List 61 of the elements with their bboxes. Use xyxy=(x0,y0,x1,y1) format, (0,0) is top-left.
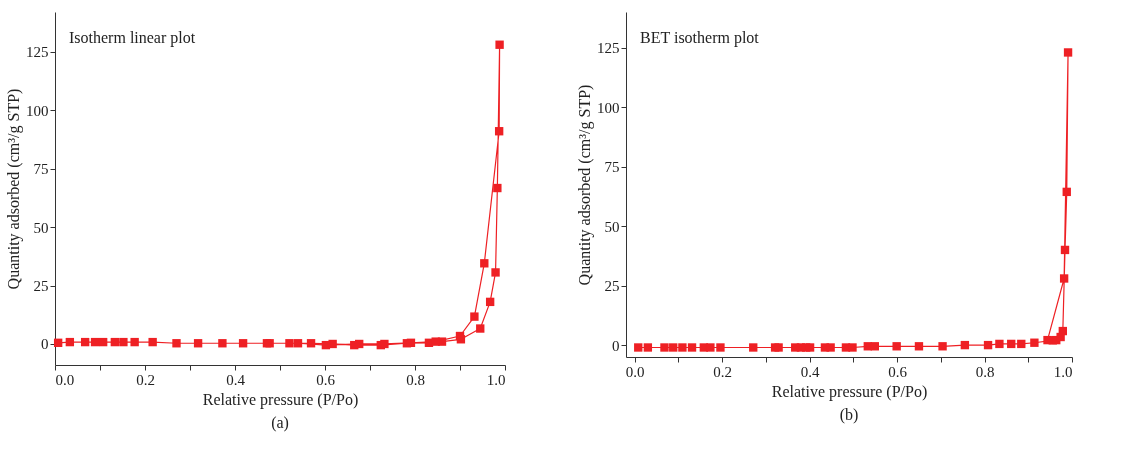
point xyxy=(1007,339,1016,349)
point xyxy=(1043,335,1052,345)
point xyxy=(1062,187,1071,197)
text: (b) xyxy=(839,406,859,424)
point xyxy=(669,343,678,352)
x-axis-title: Relative pressure (P/Po) xyxy=(202,390,359,409)
annotation: BET isotherm plot xyxy=(640,29,760,47)
point xyxy=(1059,274,1069,283)
y-tick-label: 0 xyxy=(612,337,620,354)
point xyxy=(960,340,970,350)
x-tick-label: 0.2 xyxy=(713,363,733,380)
point xyxy=(1060,245,1070,255)
point xyxy=(634,343,643,352)
point xyxy=(1017,339,1026,349)
point xyxy=(914,342,924,351)
point xyxy=(870,342,879,351)
point xyxy=(995,339,1004,349)
y-tick-label: 0 xyxy=(41,336,49,353)
x-tick-label: 0.8 xyxy=(975,363,995,380)
y-tick-label: 125 xyxy=(597,40,620,57)
point xyxy=(892,342,901,351)
x-tick-label: 0.6 xyxy=(888,363,908,380)
y-tick-label: 75 xyxy=(33,161,49,178)
y-tick-label: 50 xyxy=(33,219,49,236)
point xyxy=(938,342,947,351)
annotation: Isotherm linear plot xyxy=(69,29,196,47)
y-axis-title: Quantity adsorbed (cm³/g STP) xyxy=(576,84,594,286)
x-tick-label: 0.6 xyxy=(316,371,336,388)
y-tick-label: 100 xyxy=(597,99,620,116)
x-tick-label: 0.4 xyxy=(800,363,821,380)
point xyxy=(678,343,687,352)
x-tick-label: 0.0 xyxy=(625,363,645,380)
y-axis-title: Quantity adsorbed (cm³/g STP) xyxy=(5,88,23,290)
x-tick-label: 1.0 xyxy=(486,371,506,388)
x-tick-label: 1.0 xyxy=(1053,363,1073,380)
y-tick-label: 50 xyxy=(604,218,620,235)
point xyxy=(1063,48,1073,57)
y-tick-label: 25 xyxy=(33,278,49,295)
point xyxy=(826,343,835,352)
y-tick-label: 100 xyxy=(26,102,49,119)
x-tick-label: 0.0 xyxy=(55,371,75,388)
x-axis-title: Relative pressure (P/Po) xyxy=(771,382,928,401)
point xyxy=(660,343,669,352)
point xyxy=(774,343,783,352)
point xyxy=(716,343,725,352)
point xyxy=(643,343,653,352)
text: (a) xyxy=(271,414,289,432)
point xyxy=(805,343,815,352)
x-tick-label: 0.4 xyxy=(226,371,246,388)
y-tick-label: 125 xyxy=(26,44,49,61)
point xyxy=(1030,338,1039,347)
point xyxy=(848,343,857,352)
x-tick-label: 0.2 xyxy=(136,371,155,388)
y-tick-label: 75 xyxy=(604,159,620,176)
y-tick-label: 25 xyxy=(604,278,620,295)
point xyxy=(687,343,697,352)
point xyxy=(1058,326,1067,336)
point xyxy=(983,340,993,350)
x-tick-label: 0.8 xyxy=(406,371,425,388)
point xyxy=(749,343,758,352)
point xyxy=(706,343,715,352)
